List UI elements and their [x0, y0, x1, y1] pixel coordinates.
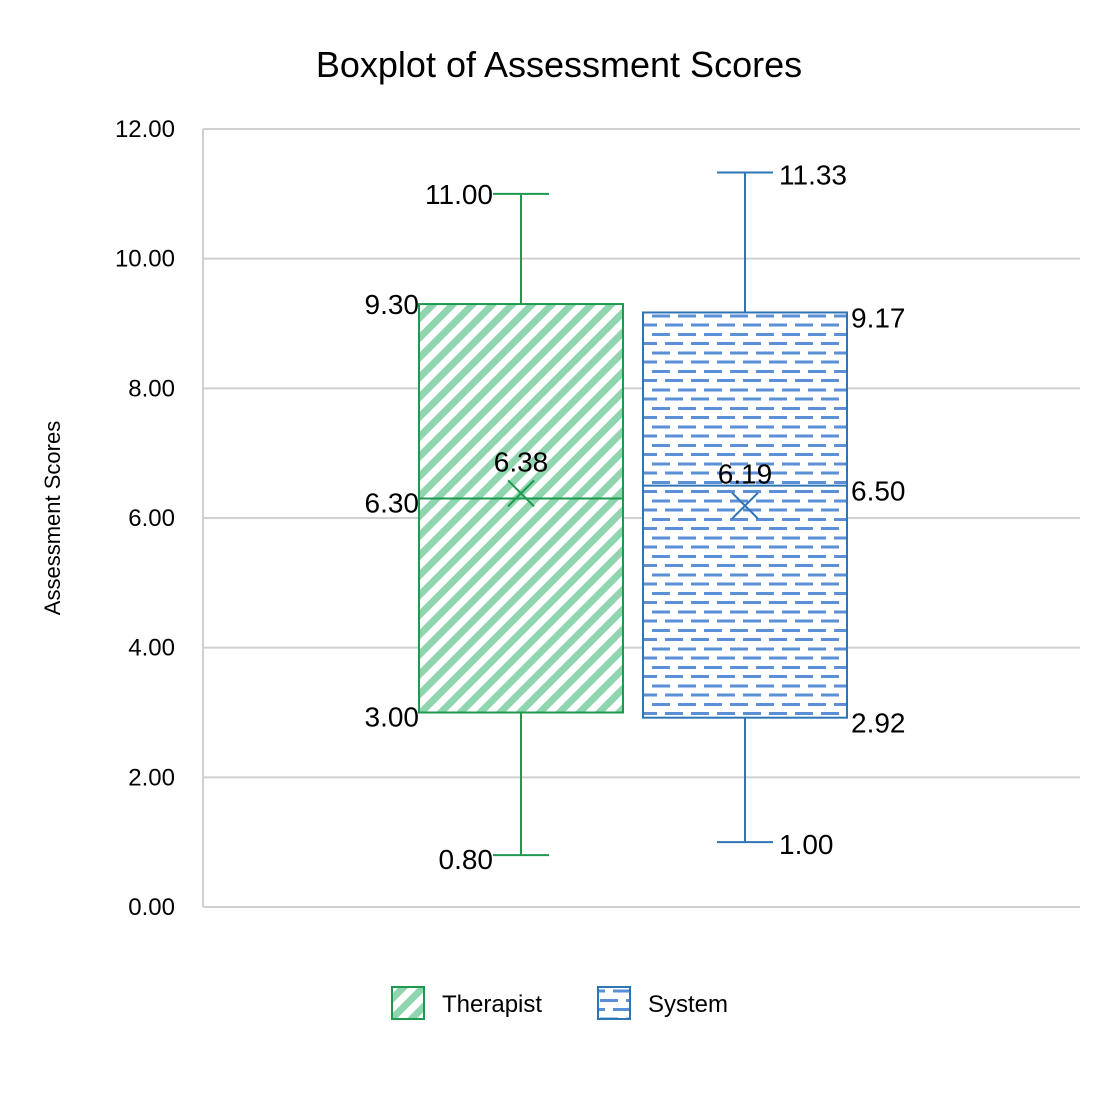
y-tick-label: 8.00 [128, 375, 175, 402]
q1-label: 3.00 [365, 702, 420, 733]
gridlines [202, 128, 1080, 908]
box-system: 6.19 11.33 9.17 6.50 2.92 1.00 [642, 159, 906, 860]
box-series: 6.3811.009.306.303.000.806.1911.339.176.… [365, 159, 906, 875]
y-tick-label: 12.00 [115, 116, 175, 143]
mean-marker [507, 479, 535, 508]
mean-marker [731, 491, 759, 520]
chart-title: Boxplot of Assessment Scores [316, 44, 802, 85]
legend: Therapist System [391, 986, 728, 1020]
y-tick-label: 2.00 [128, 764, 175, 791]
iqr-box [642, 311, 848, 719]
y-axis-ticks: 0.00 2.00 4.00 6.00 8.00 10.00 12.00 [115, 116, 175, 921]
q1-label: 2.92 [851, 708, 906, 739]
max-label: 11.33 [779, 159, 847, 190]
q3-label: 9.17 [851, 302, 906, 333]
median-label: 6.30 [365, 488, 420, 519]
legend-label: Therapist [442, 991, 542, 1018]
mean-label: 6.19 [718, 459, 773, 490]
min-label: 0.80 [439, 844, 494, 875]
legend-label: System [648, 991, 728, 1018]
legend-swatch [597, 986, 631, 1020]
box-therapist: 6.38 11.00 9.30 6.30 3.00 0.80 [365, 179, 624, 875]
y-tick-label: 6.00 [128, 505, 175, 532]
max-label: 11.00 [425, 179, 493, 210]
legend-swatch [391, 986, 425, 1020]
min-label: 1.00 [779, 829, 834, 860]
legend-item-therapist: Therapist [391, 986, 542, 1020]
iqr-box [418, 303, 624, 714]
q3-label: 9.30 [365, 289, 420, 320]
mean-label: 6.38 [494, 446, 549, 477]
y-tick-label: 4.00 [128, 635, 175, 662]
y-tick-label: 10.00 [115, 246, 175, 273]
median-label: 6.50 [851, 476, 906, 507]
y-tick-label: 0.00 [128, 894, 175, 921]
y-axis-label: Assessment Scores [40, 421, 65, 615]
legend-item-system: System [597, 986, 728, 1020]
